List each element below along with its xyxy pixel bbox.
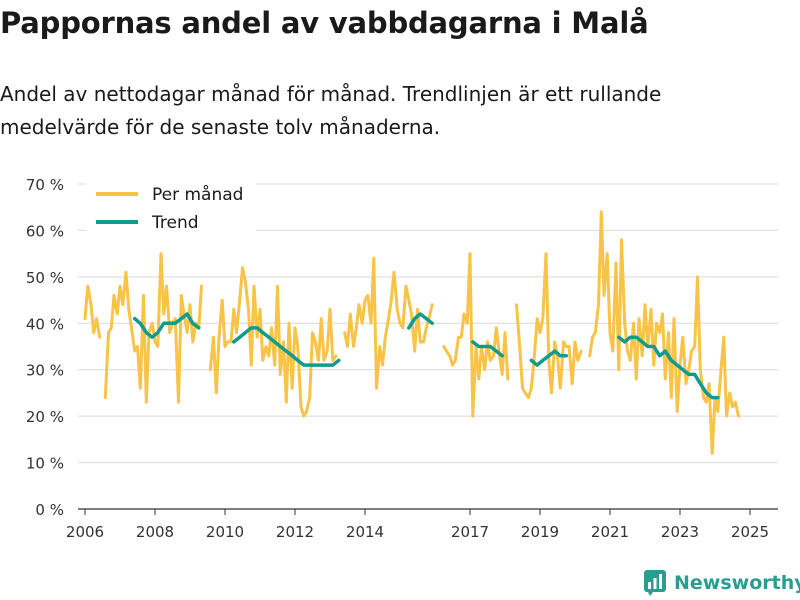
chart-title: Pappornas andel av vabbdagarna i Malå [0, 6, 649, 40]
monthly-line [442, 252, 510, 418]
trend-line [407, 312, 434, 330]
trend-line [471, 340, 504, 358]
x-tick-label: 2012 [276, 523, 314, 541]
y-tick-label: 60 % [26, 222, 64, 240]
monthly-line [343, 256, 434, 390]
monthly-line [83, 284, 102, 339]
y-tick-label: 70 % [26, 176, 64, 194]
trend-line [617, 335, 720, 400]
x-tick-label: 2021 [591, 523, 629, 541]
legend-background [86, 178, 256, 238]
x-tick-label: 2010 [206, 523, 244, 541]
x-tick-label: 2017 [451, 523, 489, 541]
monthly-line [208, 266, 338, 418]
line-chart: 0 % 10 % 20 % 30 % 40 % 50 % 60 % 70 % 2006 2008 2… [26, 176, 778, 541]
trend-line [132, 312, 201, 339]
brand-name: Newsworthy [674, 572, 800, 594]
newsworthy-logo-icon [644, 570, 666, 596]
y-tick-label: 40 % [26, 315, 64, 333]
x-tick-label: 2025 [731, 523, 769, 541]
newsworthy-logo: Newsworthy [644, 568, 800, 598]
x-tick-label: 2006 [66, 523, 104, 541]
y-tick-label: 0 % [35, 501, 64, 519]
y-tick-label: 50 % [26, 269, 64, 287]
monthly-line [103, 252, 203, 404]
legend-label: Trend [151, 213, 199, 233]
x-tick-label: 2008 [136, 523, 174, 541]
x-tick-label: 2023 [661, 523, 699, 541]
monthly-line [515, 252, 583, 400]
trend-line [232, 326, 341, 367]
x-tick-label: 2014 [346, 523, 384, 541]
y-tick-label: 30 % [26, 362, 64, 380]
trend-line [529, 349, 569, 367]
legend-label: Per månad [152, 184, 243, 205]
chart-subtitle: Andel av nettodagar månad för månad. Tre… [0, 82, 662, 139]
y-tick-label: 20 % [26, 408, 64, 426]
monthly-line [588, 210, 740, 455]
x-tick-label: 2019 [521, 523, 559, 541]
y-tick-label: 10 % [26, 455, 64, 473]
